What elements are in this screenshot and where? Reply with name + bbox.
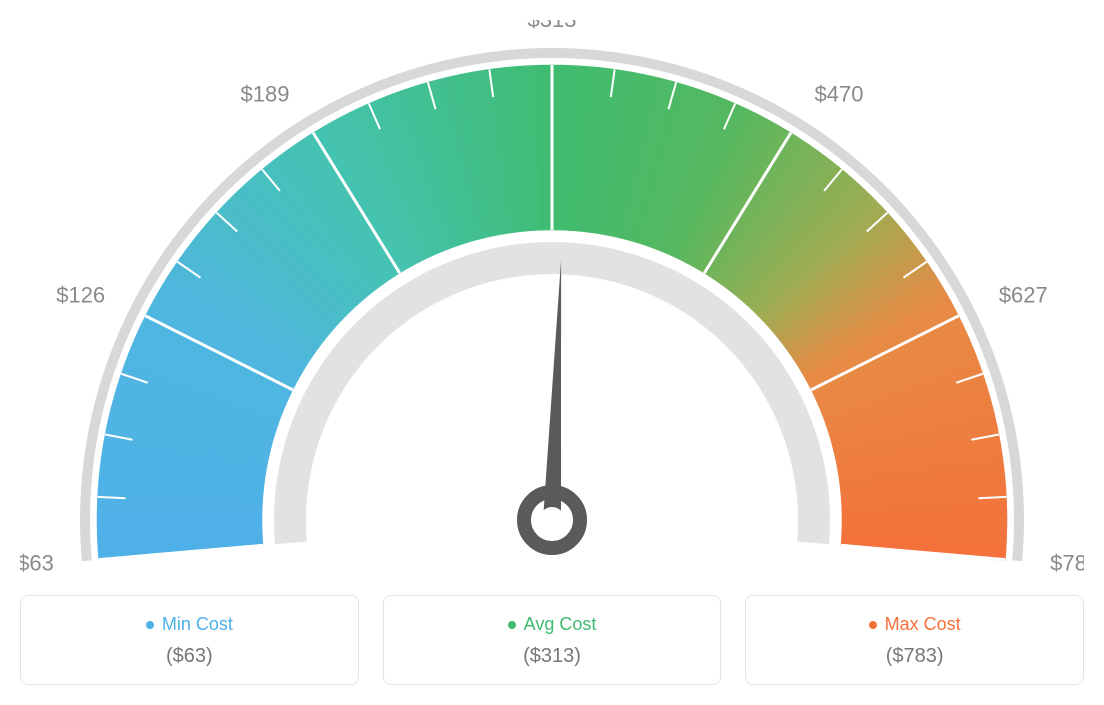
legend-title-avg: Avg Cost xyxy=(508,614,597,635)
legend-card-min: Min Cost ($63) xyxy=(20,595,359,685)
dot-icon xyxy=(869,621,877,629)
legend-card-avg: Avg Cost ($313) xyxy=(383,595,722,685)
legend-value: ($313) xyxy=(384,645,721,668)
legend-label: Max Cost xyxy=(885,614,961,635)
dot-icon xyxy=(508,621,516,629)
legend-label: Min Cost xyxy=(162,614,233,635)
legend-title-min: Min Cost xyxy=(146,614,233,635)
svg-text:$313: $313 xyxy=(528,20,577,32)
cost-gauge-chart: $63 $126 $189 $313 $470 $627 $783 xyxy=(20,20,1084,585)
legend-title-max: Max Cost xyxy=(869,614,961,635)
svg-text:$126: $126 xyxy=(56,283,105,308)
legend-value: ($63) xyxy=(21,645,358,668)
legend-card-max: Max Cost ($783) xyxy=(745,595,1084,685)
legend-row: Min Cost ($63) Avg Cost ($313) Max Cost … xyxy=(20,595,1084,685)
dot-icon xyxy=(146,621,154,629)
legend-label: Avg Cost xyxy=(524,614,597,635)
svg-text:$63: $63 xyxy=(20,551,54,576)
svg-text:$783: $783 xyxy=(1050,551,1084,576)
svg-text:$470: $470 xyxy=(814,81,863,106)
gauge-svg: $63 $126 $189 $313 $470 $627 $783 xyxy=(20,20,1084,580)
svg-text:$189: $189 xyxy=(241,81,290,106)
legend-value: ($783) xyxy=(746,645,1083,668)
svg-text:$627: $627 xyxy=(999,283,1048,308)
